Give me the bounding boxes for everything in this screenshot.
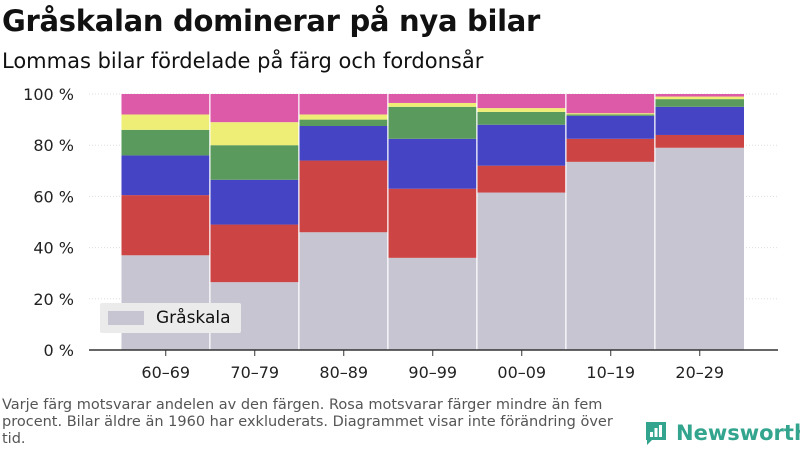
y-tick-label: 60 % xyxy=(33,187,74,206)
bar-segment xyxy=(121,129,210,156)
bar-segment xyxy=(121,114,210,130)
bars xyxy=(89,94,778,351)
bar-segment xyxy=(121,255,210,350)
brand-name: Newsworthy xyxy=(676,421,800,445)
bar-segment xyxy=(388,257,477,350)
bar-segment xyxy=(655,94,744,97)
x-tick-label: 80–89 xyxy=(319,363,368,382)
x-tick-label: 20–29 xyxy=(675,363,724,382)
chart-subtitle: Lommas bilar fördelade på färg och fordo… xyxy=(2,49,484,73)
bar-segment xyxy=(121,155,210,196)
bar-segment xyxy=(566,114,655,116)
bar-segment xyxy=(388,106,477,139)
bar-segment xyxy=(299,160,388,233)
bar-segment xyxy=(388,138,477,189)
stacked-bar-chart: 0 % 20 % 40 % 60 % 80 % 100 % 60–69 70–79 80–89… xyxy=(23,85,778,382)
bar-segment xyxy=(299,94,388,115)
bar-segment xyxy=(655,147,744,350)
footnote: Varje färg motsvarar andelen av den färg… xyxy=(2,397,613,447)
bar-segment xyxy=(655,134,744,148)
bar-segment xyxy=(477,165,566,193)
bar-segment xyxy=(388,188,477,258)
bar-segment xyxy=(655,96,744,100)
bar-segment xyxy=(299,232,388,350)
newsworthy-logo[interactable]: Newsworthy xyxy=(644,420,800,446)
bar-segment xyxy=(299,114,388,120)
bar-segment xyxy=(121,195,210,256)
bar-segment xyxy=(210,179,299,225)
bar-segment xyxy=(299,119,388,126)
bar-segment xyxy=(566,113,655,115)
bar-segment xyxy=(655,106,744,135)
bar-segment xyxy=(477,111,566,125)
bar-segment xyxy=(566,94,655,114)
bar-segment xyxy=(477,192,566,350)
legend: Gråskala xyxy=(100,303,241,333)
y-tick-label: 40 % xyxy=(33,239,74,258)
y-tick-label: 20 % xyxy=(33,290,74,309)
bar-segment xyxy=(566,161,655,350)
bar-segment xyxy=(388,102,477,107)
bar-segment xyxy=(210,224,299,283)
x-tick-label: 10–19 xyxy=(586,363,635,382)
x-tick-label: 60–69 xyxy=(141,363,190,382)
y-tick-label: 100 % xyxy=(23,85,74,104)
bar-segment xyxy=(477,94,566,109)
bar-segment xyxy=(566,115,655,139)
bar-segment xyxy=(210,122,299,146)
bar-segment xyxy=(210,145,299,180)
bar-segment xyxy=(299,126,388,161)
y-tick-label: 80 % xyxy=(33,136,74,155)
x-tick-label: 90–99 xyxy=(408,363,457,382)
bar-segment xyxy=(566,138,655,162)
x-tick-label: 00–09 xyxy=(497,363,546,382)
bar-segment xyxy=(477,108,566,112)
newsworthy-icon xyxy=(646,422,666,445)
x-axis-ticks: 60–69 70–79 80–89 90–99 00–09 10–19 20–29 xyxy=(141,350,724,382)
x-tick-label: 70–79 xyxy=(230,363,279,382)
bar-segment xyxy=(477,124,566,166)
y-tick-label: 0 % xyxy=(44,341,74,360)
chart-title: Gråskalan dominerar på nya bilar xyxy=(2,4,541,38)
bar-segment xyxy=(655,99,744,107)
y-axis-ticks: 0 % 20 % 40 % 60 % 80 % 100 % xyxy=(23,85,74,360)
legend-swatch-graskala xyxy=(108,311,144,325)
legend-label: Gråskala xyxy=(156,308,231,328)
bar-segment xyxy=(121,94,210,115)
bar-segment xyxy=(210,94,299,123)
bar-segment xyxy=(388,94,477,103)
